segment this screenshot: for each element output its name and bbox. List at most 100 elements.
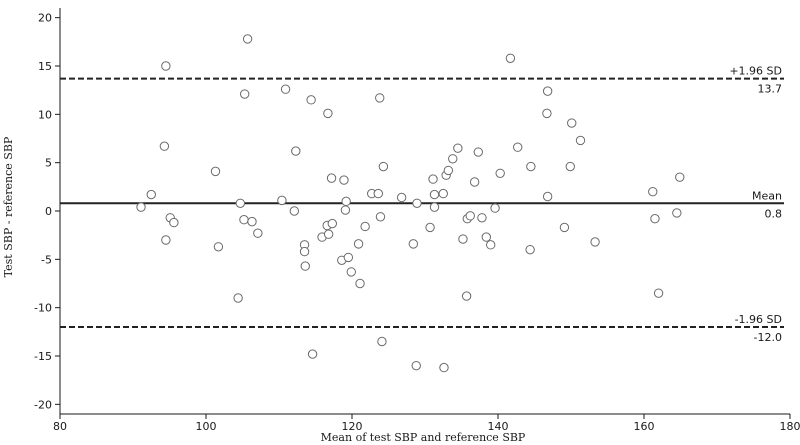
mean-label: Mean — [752, 189, 782, 202]
data-point — [590, 237, 600, 247]
data-point — [289, 206, 300, 216]
data-point — [280, 84, 291, 94]
data-point — [481, 232, 492, 242]
data-point — [412, 198, 422, 208]
data-point — [428, 174, 438, 184]
data-point — [161, 61, 171, 71]
data-point — [277, 195, 287, 206]
data-point — [323, 108, 333, 119]
data-point — [542, 108, 552, 119]
data-point — [346, 267, 356, 277]
data-point — [235, 198, 246, 208]
reference-lines: +1.96 SD 13.7 Mean 0.8 -1.96 SD -12.0 — [60, 65, 784, 344]
data-point — [373, 188, 383, 199]
data-point — [465, 211, 475, 221]
data-point — [146, 189, 156, 200]
data-point — [429, 189, 440, 200]
data-point — [458, 234, 468, 244]
y-tick-label: 20 — [38, 12, 52, 25]
data-point — [306, 95, 316, 105]
y-ticks: -20 -15 -10 -5 0 5 10 15 20 — [34, 12, 60, 411]
data-point — [300, 261, 310, 271]
data-point — [477, 213, 487, 223]
data-point — [567, 118, 577, 128]
data-point — [542, 191, 553, 202]
data-point — [340, 205, 351, 215]
data-point — [161, 235, 171, 245]
data-point — [299, 246, 310, 257]
data-point — [213, 242, 224, 252]
x-axis-title: Mean of test SBP and reference SBP — [321, 431, 526, 444]
data-point — [210, 166, 221, 177]
upper-limit-value: 13.7 — [758, 83, 783, 96]
data-point — [495, 168, 505, 179]
x-tick-label: 100 — [196, 420, 217, 433]
data-point — [233, 293, 243, 303]
data-point — [291, 146, 301, 156]
data-point — [448, 154, 458, 164]
data-point — [461, 291, 472, 301]
data-point — [253, 228, 263, 238]
data-point — [169, 217, 179, 228]
data-point — [559, 222, 570, 233]
data-point — [343, 252, 354, 263]
data-point — [323, 229, 334, 239]
data-point — [525, 244, 535, 255]
data-point — [650, 214, 660, 224]
data-point — [159, 141, 170, 151]
data-point — [355, 278, 365, 289]
data-point — [443, 165, 454, 176]
data-point — [375, 93, 385, 103]
data-point — [565, 161, 575, 172]
data-point — [439, 362, 449, 373]
data-point — [453, 143, 463, 153]
x-ticks: 80 100 120 140 160 180 — [53, 414, 800, 433]
data-point — [505, 53, 516, 63]
data-point — [360, 221, 370, 232]
data-point — [341, 196, 351, 207]
data-point — [490, 203, 500, 213]
data-point — [672, 208, 682, 218]
data-point — [648, 186, 658, 197]
data-point — [353, 239, 364, 249]
data-point — [575, 135, 586, 146]
y-tick-label: -20 — [34, 398, 52, 411]
y-tick-label: -5 — [41, 253, 52, 266]
x-tick-label: 140 — [488, 420, 509, 433]
data-point — [425, 222, 435, 233]
data-point — [375, 212, 386, 222]
x-tick-label: 80 — [53, 420, 67, 433]
data-point — [239, 215, 249, 225]
data-point — [486, 240, 496, 250]
data-point — [339, 175, 349, 185]
x-tick-label: 120 — [342, 420, 363, 433]
data-point — [473, 147, 483, 157]
data-point — [136, 202, 146, 212]
data-point — [327, 218, 337, 229]
data-point — [239, 89, 250, 99]
lower-limit-value: -12.0 — [754, 331, 782, 344]
data-point — [307, 349, 318, 359]
data-point — [326, 173, 337, 183]
data-point — [408, 239, 419, 249]
data-point — [396, 192, 407, 203]
data-point — [513, 142, 523, 152]
data-point — [378, 161, 389, 172]
lower-limit-label: -1.96 SD — [735, 313, 782, 326]
data-point — [242, 34, 253, 44]
x-tick-label: 160 — [634, 420, 655, 433]
y-tick-label: 0 — [45, 205, 52, 218]
data-point — [411, 360, 421, 371]
y-tick-label: -15 — [34, 350, 52, 363]
upper-limit-label: +1.96 SD — [729, 65, 782, 78]
data-point — [247, 216, 257, 227]
data-point — [429, 202, 440, 212]
y-tick-label: -10 — [34, 302, 52, 315]
y-axis-title: Test SBP - reference SBP — [2, 136, 15, 277]
data-point — [675, 172, 685, 182]
data-point — [526, 161, 536, 172]
data-point — [653, 288, 664, 298]
data-point — [377, 336, 387, 347]
data-point — [438, 188, 448, 199]
